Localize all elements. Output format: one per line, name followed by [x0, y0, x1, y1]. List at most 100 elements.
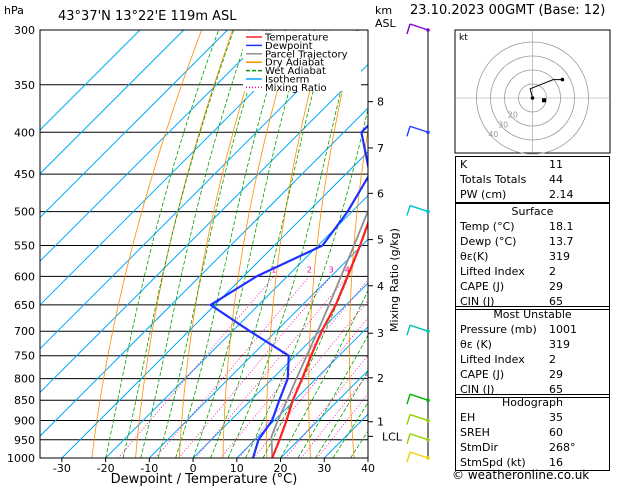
surface-label: Dewp (°C) — [460, 235, 517, 248]
wind-barb-flag — [406, 325, 411, 336]
mixing-ratio-label: 1 — [271, 265, 276, 274]
pressure-tick-label: 1000 — [7, 452, 35, 465]
location-label: 43°37'N 13°22'E 119m ASL — [58, 9, 237, 24]
parcel-line — [270, 208, 368, 458]
wind-barb-dot — [426, 28, 430, 32]
legend-label: Dry Adiabat — [265, 58, 324, 69]
hodograph-value: 268° — [549, 441, 576, 454]
km-tick-label: 3 — [377, 327, 384, 340]
indices-table: K 11 Totals Totals 44 PW (cm) 2.14 — [455, 156, 610, 203]
legend-label: Temperature — [264, 33, 328, 44]
x-tick-label: -10 — [140, 462, 158, 475]
most-unstable-row: CIN (J) 65 — [456, 382, 609, 397]
temperature-line — [271, 219, 368, 458]
axes: 3003504004505005506006507007508008509009… — [7, 24, 403, 475]
wind-barb — [409, 433, 429, 441]
hodograph-label: StmDir — [460, 441, 499, 454]
wind-barb-flag — [406, 433, 411, 444]
pressure-tick-label: 900 — [14, 415, 35, 428]
surface-row: CAPE (J) 29 — [456, 279, 609, 294]
hodograph-row: StmSpd (kt) 16 — [456, 455, 609, 470]
pressure-tick-label: 400 — [14, 126, 35, 139]
pressure-tick-label: 800 — [14, 373, 35, 386]
isotherm — [192, 282, 368, 458]
hodograph-ring-label: 20 — [508, 111, 518, 120]
mixing-ratio-label: 4 — [345, 265, 350, 274]
pressure-tick-label: 950 — [14, 434, 35, 447]
wet-adiabat — [245, 107, 368, 458]
most-unstable-value: 65 — [549, 383, 563, 396]
footer-credit: © weatheronline.co.uk — [452, 468, 590, 482]
mixing-ratio-line — [300, 373, 368, 458]
mixing-ratio-label: 3 — [329, 265, 334, 274]
most-unstable-label: Pressure (mb) — [460, 323, 537, 336]
isotherm — [40, 30, 141, 131]
wind-barb-flag — [406, 451, 411, 463]
dry-adiabat — [308, 30, 357, 458]
surface-label: Lifted Index — [460, 265, 525, 278]
hodograph-ring-label: 40 — [488, 130, 498, 139]
hodograph-row: SREH 60 — [456, 425, 609, 440]
surface-row: Temp (°C) 18.1 — [456, 219, 609, 234]
wind-barb — [409, 393, 429, 401]
unit-hpa: hPa — [4, 4, 24, 17]
hodograph-trace — [529, 79, 563, 99]
isotherm — [40, 107, 368, 437]
x-tick-label: 10 — [230, 462, 244, 475]
datetime-label: 23.10.2023 00GMT (Base: 12) — [410, 3, 606, 18]
hodograph-table: Hodograph EH 35 SREH 60 StmDir 268° StmSpd (kt… — [455, 394, 610, 471]
wet-adiabat — [157, 30, 268, 458]
wind-barb — [409, 125, 429, 133]
surface-row: Dewp (°C) 13.7 — [456, 234, 609, 249]
dry-adiabat — [222, 30, 295, 458]
most-unstable-row: CAPE (J) 29 — [456, 367, 609, 382]
wind-barb-dot — [426, 130, 430, 135]
background-lines — [40, 30, 368, 458]
legend-label: Mixing Ratio — [265, 83, 327, 94]
isotherm — [61, 151, 368, 458]
wet-adiabat — [192, 30, 307, 458]
hodograph-label: SREH — [460, 426, 490, 439]
mixing-ratio-label: 2 — [307, 265, 312, 274]
surface-title: Surface — [511, 205, 554, 218]
pressure-tick-label: 600 — [14, 270, 35, 283]
isotherm — [236, 326, 368, 458]
x-tick-label: 20 — [274, 462, 288, 475]
wind-barb — [409, 451, 429, 459]
wind-barb-dot — [426, 209, 430, 214]
hodograph-value: 35 — [549, 411, 563, 424]
wet-adiabat — [315, 370, 368, 458]
isotherm — [40, 30, 228, 219]
wind-barb-flag — [406, 126, 411, 137]
most-unstable-row: Lifted Index 2 — [456, 352, 609, 367]
surface-row: θε(K) 319 — [456, 249, 609, 264]
mixing-ratio-line — [195, 276, 348, 458]
wind-barbs — [406, 23, 430, 463]
most-unstable-value: 29 — [549, 368, 563, 381]
mixing-ratio-line — [117, 276, 275, 458]
plot-frame — [39, 29, 369, 459]
hodograph-end — [560, 77, 565, 82]
isotherm — [40, 30, 185, 175]
mixing-ratio-label: 6 — [368, 265, 373, 274]
wind-barb-flag — [406, 394, 411, 405]
pressure-tick-label: 300 — [14, 24, 35, 37]
surface-value: 319 — [549, 250, 570, 263]
wind-barb-dot — [426, 418, 430, 423]
isotherm — [40, 30, 360, 350]
surface-row: Lifted Index 2 — [456, 264, 609, 279]
isotherm — [40, 30, 272, 262]
dewpoint-line — [208, 124, 368, 458]
most-unstable-label: Lifted Index — [460, 353, 525, 366]
km-tick-label: 4 — [377, 280, 384, 293]
surface-value: 2 — [549, 265, 556, 278]
legend-box — [243, 31, 361, 91]
wet-adiabat — [210, 30, 330, 458]
pressure-tick-label: 650 — [14, 299, 35, 312]
dry-adiabat — [178, 30, 264, 458]
wind-barb — [409, 413, 429, 422]
surface-label: Temp (°C) — [460, 220, 515, 233]
index-k: K 11 — [460, 158, 563, 171]
